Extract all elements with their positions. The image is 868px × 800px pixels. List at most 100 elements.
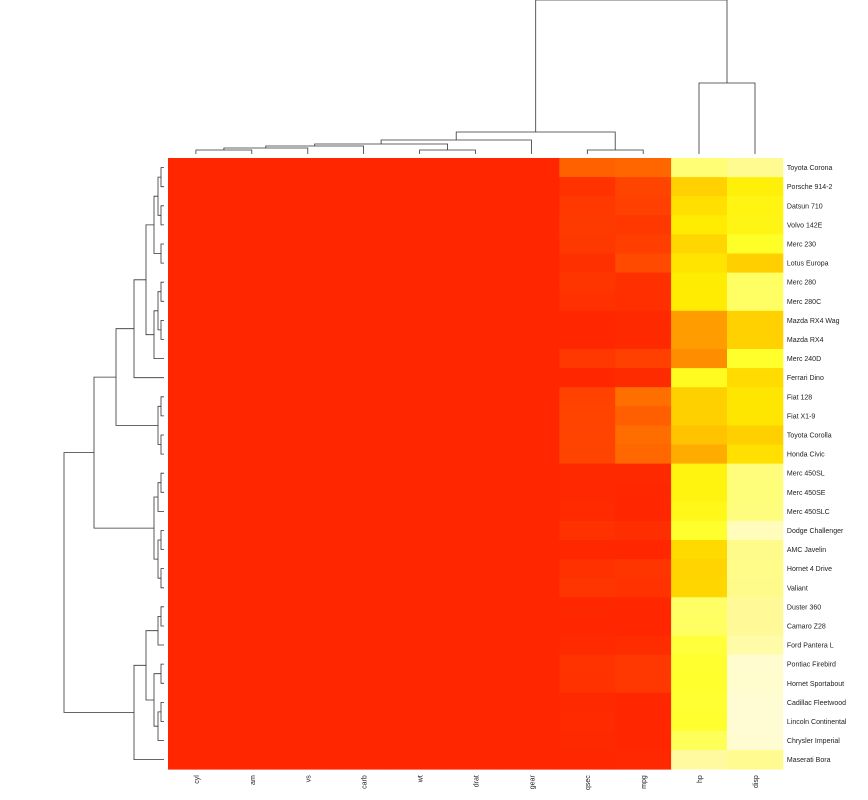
heatmap-cell-toyota-corona-wt	[391, 158, 448, 178]
heatmap-cell-duster-360-cyl	[168, 597, 225, 617]
heatmap-cell-lotus-europa-wt	[391, 253, 448, 273]
heatmap-cell-porsche-914-2-wt	[391, 177, 448, 197]
heatmap-cell-chrysler-imperial-cyl	[168, 731, 225, 751]
heatmap-cell-maserati-bora-mpg	[615, 750, 672, 770]
heatmap-cell-merc-280-gear	[503, 272, 560, 293]
heatmap-cell-hornet-sportabout-drat	[447, 673, 504, 694]
heatmap-cell-lincoln-continental-cyl	[168, 711, 225, 732]
heatmap-cell-merc-230-mpg	[615, 234, 672, 254]
heatmap-cell-amc-javelin-carb	[335, 540, 392, 560]
heatmap-cell-toyota-corona-mpg	[615, 158, 672, 178]
heatmap-cell-hornet-sportabout-hp	[671, 673, 728, 694]
row-dendrogram-branch	[160, 663, 164, 684]
heatmap-cell-cadillac-fleetwood-wt	[391, 692, 448, 713]
heatmap-cell-mazda-rx4-gear	[503, 329, 560, 350]
column-label: vs	[306, 775, 313, 783]
heatmap-cell-merc-240d-drat	[447, 349, 504, 369]
heatmap-cell-datsun-710-hp	[671, 196, 728, 216]
heatmap-cell-mazda-rx4-wag-qsec	[559, 310, 616, 331]
heatmap-cell-lotus-europa-vs	[279, 253, 337, 273]
column-dendrogram-branch	[223, 147, 309, 154]
heatmap-cell-cadillac-fleetwood-cyl	[168, 692, 225, 713]
heatmap-cell-camaro-z28-vs	[279, 616, 337, 636]
heatmap-cell-merc-280-hp	[671, 272, 728, 293]
heatmap-cell-merc-450se-carb	[335, 482, 392, 503]
heatmap-cell-hornet-4-drive-mpg	[615, 559, 672, 579]
heatmap-cell-ford-pantera-l-vs	[279, 635, 337, 655]
heatmap-cell-toyota-corona-gear	[503, 158, 560, 178]
row-dendrogram-branch	[160, 472, 164, 493]
heatmap-cell-fiat-x1-9-wt	[391, 406, 448, 426]
heatmap-cell-merc-450sl-wt	[391, 463, 448, 484]
heatmap-cell-hornet-4-drive-disp	[727, 559, 784, 579]
heatmap-cell-lincoln-continental-gear	[503, 711, 560, 732]
heatmap-cell-pontiac-firebird-drat	[447, 654, 504, 675]
row-dendrogram-branch	[115, 328, 158, 426]
column-dendrogram-branch	[698, 82, 756, 154]
row-label: Hornet 4 Drive	[787, 566, 832, 573]
heatmap-cell-chrysler-imperial-hp	[671, 731, 728, 751]
heatmap-cell-toyota-corolla-cyl	[168, 425, 225, 445]
heatmap-cell-maserati-bora-qsec	[559, 750, 616, 770]
heatmap-cell-ford-pantera-l-am	[223, 635, 281, 655]
heatmap-cell-ford-pantera-l-mpg	[615, 635, 672, 655]
heatmap-cell-camaro-z28-am	[223, 616, 281, 636]
row-label: Maserati Bora	[787, 757, 831, 764]
heatmap-cell-mazda-rx4-wag-disp	[727, 310, 784, 331]
heatmap-cell-fiat-x1-9-am	[223, 406, 281, 426]
heatmap-cell-honda-civic-disp	[727, 444, 784, 464]
heatmap-cell-dodge-challenger-drat	[447, 520, 504, 541]
heatmap-cell-ferrari-dino-am	[223, 368, 281, 388]
heatmap-cell-duster-360-qsec	[559, 597, 616, 617]
heatmap-cell-mazda-rx4-wag-carb	[335, 310, 392, 331]
heatmap-cell-fiat-128-carb	[335, 387, 392, 407]
heatmap-cell-pontiac-firebird-qsec	[559, 654, 616, 675]
row-label: Merc 450SLC	[787, 509, 830, 516]
heatmap-cell-chrysler-imperial-wt	[391, 731, 448, 751]
heatmap-cell-cadillac-fleetwood-carb	[335, 692, 392, 713]
heatmap-cell-datsun-710-am	[223, 196, 281, 216]
heatmap-cell-maserati-bora-gear	[503, 750, 560, 770]
heatmap-cell-ford-pantera-l-wt	[391, 635, 448, 655]
heatmap-cell-mazda-rx4-wag-drat	[447, 310, 504, 331]
row-dendrogram-branch	[160, 568, 164, 589]
heatmap-cell-merc-280c-wt	[391, 291, 448, 312]
heatmap-cell-lincoln-continental-mpg	[615, 711, 672, 732]
heatmap-cell-hornet-sportabout-carb	[335, 673, 392, 694]
heatmap-cell-amc-javelin-drat	[447, 540, 504, 560]
heatmap-cell-merc-450sl-cyl	[168, 463, 225, 484]
row-label: Volvo 142E	[787, 222, 823, 229]
heatmap-cell-fiat-128-mpg	[615, 387, 672, 407]
heatmap-cell-merc-450slc-cyl	[168, 501, 225, 522]
heatmap-cell-lincoln-continental-wt	[391, 711, 448, 732]
row-label: Fiat X1-9	[787, 413, 816, 420]
heatmap-cell-hornet-4-drive-vs	[279, 559, 337, 579]
heatmap-cell-porsche-914-2-am	[223, 177, 281, 197]
heatmap-cell-lincoln-continental-disp	[727, 711, 784, 732]
heatmap-cell-merc-450slc-disp	[727, 501, 784, 522]
heatmap-cell-dodge-challenger-gear	[503, 520, 560, 541]
heatmap-cell-amc-javelin-gear	[503, 540, 560, 560]
heatmap-cell-volvo-142e-qsec	[559, 215, 616, 235]
heatmap-cell-fiat-128-wt	[391, 387, 448, 407]
heatmap-cell-chrysler-imperial-disp	[727, 731, 784, 751]
heatmap-cell-valiant-hp	[671, 578, 728, 598]
heatmap-cell-merc-450sl-disp	[727, 463, 784, 484]
heatmap-cell-porsche-914-2-carb	[335, 177, 392, 197]
column-dendrogram-branch	[535, 0, 728, 132]
heatmap-cell-toyota-corolla-am	[223, 425, 281, 445]
heatmap-cell-hornet-sportabout-qsec	[559, 673, 616, 694]
row-dendrogram-branch	[145, 630, 158, 701]
heatmap-cell-merc-240d-qsec	[559, 349, 616, 369]
row-dendrogram-branch	[153, 496, 158, 560]
heatmap-cell-hornet-sportabout-wt	[391, 673, 448, 694]
heatmap-cell-ford-pantera-l-hp	[671, 635, 728, 655]
heatmap-cell-lotus-europa-qsec	[559, 253, 616, 273]
heatmap-cell-ferrari-dino-hp	[671, 368, 728, 388]
heatmap-cell-camaro-z28-hp	[671, 616, 728, 636]
heatmap-cell-merc-450se-qsec	[559, 482, 616, 503]
row-label: Toyota Corona	[787, 165, 833, 172]
heatmap-cell-cadillac-fleetwood-mpg	[615, 692, 672, 713]
heatmap-cell-fiat-x1-9-qsec	[559, 406, 616, 426]
